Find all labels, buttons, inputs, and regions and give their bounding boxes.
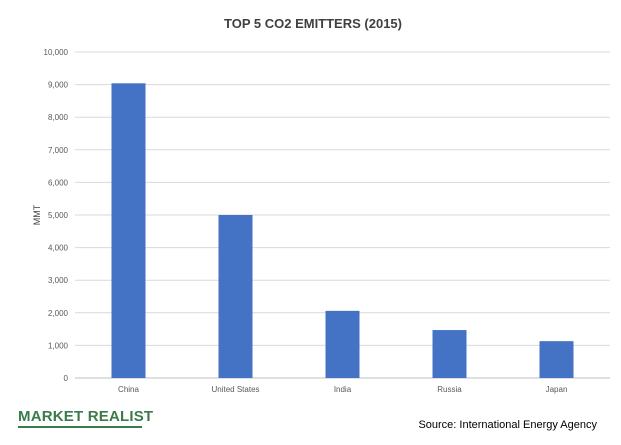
- y-tick-label: 8,000: [48, 113, 69, 122]
- chart-title: TOP 5 CO2 EMITTERS (2015): [224, 16, 402, 31]
- y-tick-label: 0: [64, 374, 69, 383]
- gridlines: [75, 51, 610, 379]
- x-tick-label: United States: [211, 385, 259, 394]
- y-tick-label: 6,000: [48, 178, 69, 187]
- bar-india: [325, 310, 360, 378]
- x-tick-label: China: [118, 385, 139, 394]
- x-axis-ticks: China United States India Russia Japan: [118, 385, 567, 394]
- market-realist-logo: MARKET REALIST: [18, 408, 154, 425]
- bars: [111, 83, 574, 379]
- y-axis-ticks: 0 1,000 2,000 3,000 4,000 5,000 6,000 7,000 8,00…: [44, 48, 69, 383]
- x-tick-label: Japan: [546, 385, 568, 394]
- y-tick-label: 3,000: [48, 276, 69, 285]
- x-tick-label: India: [334, 385, 352, 394]
- y-tick-label: 10,000: [44, 48, 69, 57]
- y-tick-label: 5,000: [48, 211, 69, 220]
- source-note: Source: International Energy Agency: [418, 419, 597, 431]
- bar-russia: [432, 330, 467, 378]
- y-tick-label: 2,000: [48, 309, 69, 318]
- x-tick-label: Russia: [437, 385, 462, 394]
- y-tick-label: 9,000: [48, 81, 69, 90]
- y-tick-label: 4,000: [48, 244, 69, 253]
- bar-united-states: [218, 215, 253, 378]
- bar-china: [111, 83, 146, 379]
- y-tick-label: 1,000: [48, 341, 69, 350]
- logo-underline: [18, 426, 142, 428]
- y-tick-label: 7,000: [48, 146, 69, 155]
- bar-japan: [539, 341, 574, 378]
- y-axis-label: MMT: [32, 204, 42, 225]
